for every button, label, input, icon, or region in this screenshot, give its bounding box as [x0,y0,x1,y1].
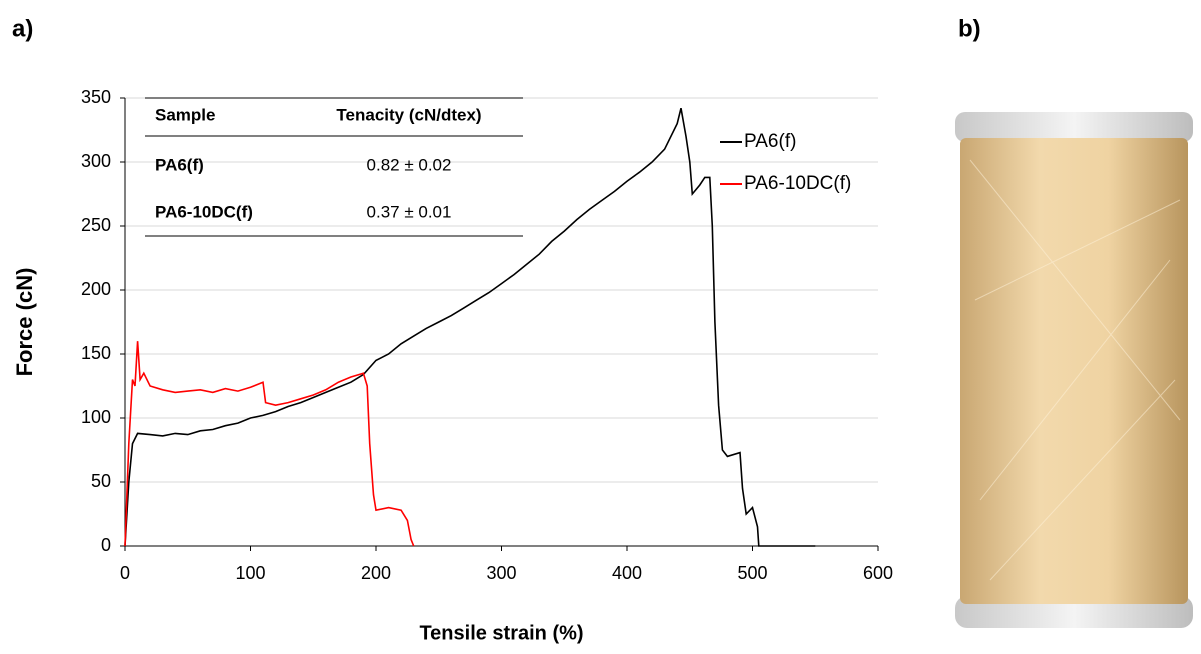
table-cell: PA6(f) [155,155,204,174]
panel-label: b) [958,15,981,42]
legend-label: PA6-10DC(f) [744,173,851,194]
x-tick-label: 300 [486,563,516,583]
y-tick-label: 300 [81,151,111,171]
x-tick-label: 500 [737,563,767,583]
table-cell: 0.82 ± 0.02 [367,155,452,174]
y-tick-label: 0 [101,535,111,555]
bobbin-photo [955,112,1193,628]
x-tick-label: 600 [863,563,893,583]
y-tick-label: 200 [81,279,111,299]
y-tick-label: 100 [81,407,111,427]
plot: 0 50 100 150 200 250 300 350 0 100 200 300 400 500 600… [12,87,893,645]
y-tick-label: 350 [81,87,111,107]
table-cell: 0.37 ± 0.01 [367,202,452,221]
x-tick-label: 400 [612,563,642,583]
data-line [124,341,415,547]
data-line [124,108,816,547]
x-tick-label: 100 [235,563,265,583]
y-tick-label: 250 [81,215,111,235]
y-tick-label: 50 [91,471,111,491]
legend-label: PA6(f) [744,131,796,152]
table-header: Sample [155,105,215,124]
y-axis-label: Force (cN) [12,268,37,377]
y-tick-label: 150 [81,343,111,363]
x-tick-label: 200 [361,563,391,583]
table-cell: PA6-10DC(f) [155,202,253,221]
panel-label: a) [12,15,33,42]
x-tick-label: 0 [120,563,130,583]
table-header: Tenacity (cN/dtex) [336,105,481,124]
x-axis-label: Tensile strain (%) [419,622,583,644]
